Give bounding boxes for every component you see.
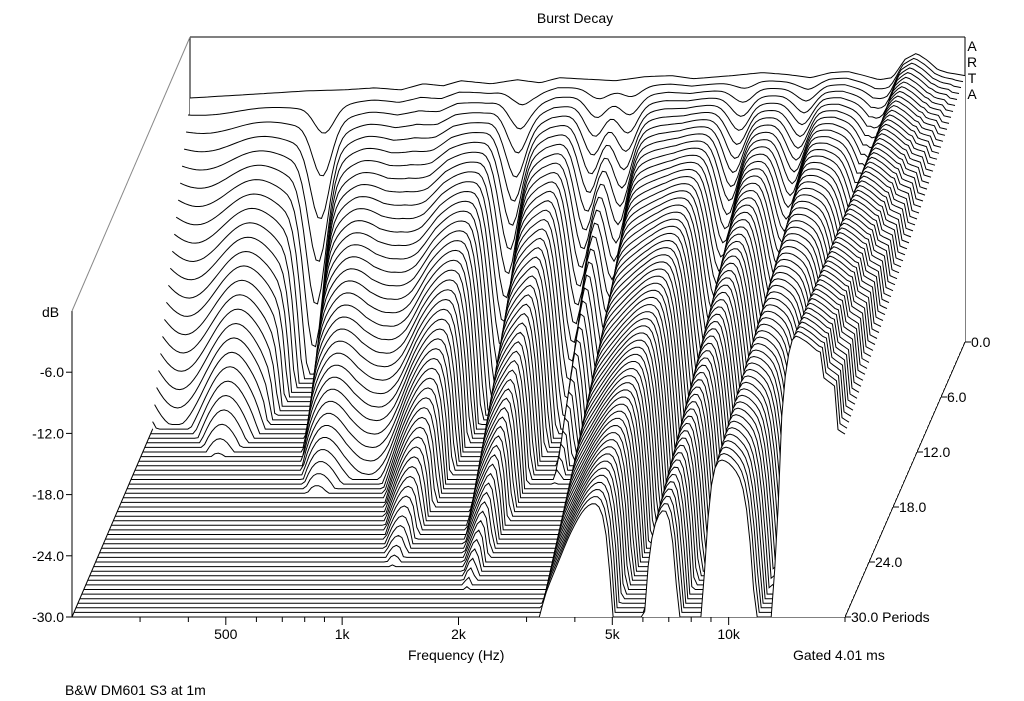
decay-slice-line	[127, 203, 902, 490]
decay-slice-line	[171, 95, 948, 384]
decay-slice-line	[123, 213, 898, 499]
decay-slice-line	[140, 170, 916, 458]
decay-slice-line	[85, 302, 860, 586]
decay-slice-line	[134, 184, 910, 471]
y-tick-label: -6.0	[40, 364, 64, 380]
z-tick-label: 0.0	[971, 334, 991, 350]
decay-slice-line	[75, 326, 850, 609]
decay-slice-line	[109, 246, 884, 531]
decay-slice-line	[181, 72, 958, 262]
decay-slice-line	[125, 208, 900, 494]
z-tick-label: 24.0	[875, 554, 902, 570]
decay-slice-line	[144, 161, 920, 448]
x-tick-label: 500	[214, 626, 238, 642]
decay-slice-line	[164, 114, 940, 403]
decay-slice-line	[136, 180, 912, 467]
decay-slice-line	[91, 288, 866, 572]
decay-slice-line	[83, 307, 858, 590]
decay-slice-line	[119, 222, 894, 508]
decay-slice-line	[117, 227, 892, 514]
measurement-note: B&W DM601 S3 at 1m	[65, 682, 206, 698]
decay-slice-line	[97, 274, 872, 558]
decay-slice-line	[74, 330, 848, 613]
decay-slice-line	[186, 62, 962, 177]
decay-slice-line	[138, 175, 914, 462]
z-tick-label: 18.0	[899, 499, 926, 515]
decay-slice-line	[89, 293, 864, 577]
decay-slice-line	[87, 297, 862, 581]
brand-letter: R	[966, 54, 978, 70]
decay-slice-line	[142, 166, 918, 453]
decay-slice-line	[95, 279, 870, 563]
top-left-depth-edge	[71, 36, 191, 312]
z-tick-label: 30.0 Periods	[851, 609, 930, 625]
decay-slice-line	[146, 156, 922, 444]
decay-slice-line	[121, 217, 896, 503]
decay-slice-line	[150, 147, 926, 435]
decay-slice-line	[77, 321, 852, 604]
x-tick-label: 5k	[605, 626, 621, 642]
decay-slice-line	[133, 189, 908, 476]
decay-slice-line	[168, 104, 944, 393]
decay-slice-line	[105, 255, 880, 540]
decay-slice-line	[175, 86, 952, 375]
decay-slice-line	[169, 100, 946, 389]
decay-slice-line	[158, 128, 934, 416]
decay-slice-line	[107, 250, 882, 535]
brand-letter: A	[967, 86, 977, 102]
y-tick-label: -24.0	[32, 548, 64, 564]
decay-slice-line	[189, 53, 966, 99]
decay-slice-line	[166, 109, 942, 398]
decay-slice-line	[160, 123, 936, 412]
y-axis-label: dB	[42, 304, 60, 320]
y-axis: -6.0 -12.0 -18.0 -24.0 -30.0	[32, 364, 72, 625]
decay-slice-line	[103, 260, 878, 545]
x-tick-label: 10k	[717, 626, 741, 642]
decay-slice-line	[177, 81, 954, 348]
brand-letter: T	[967, 70, 977, 86]
decay-slice-line	[187, 57, 964, 134]
chart-title: Burst Decay	[536, 10, 614, 26]
z-axis: 0.0 6.0 12.0 18.0 24.0 30.0 Periods	[845, 334, 991, 625]
gating-note: Gated 4.01 ms	[793, 647, 885, 663]
z-tick-label: 6.0	[947, 389, 967, 405]
decay-slice-line	[174, 90, 950, 380]
y-tick-label: -18.0	[32, 487, 64, 503]
decay-slice-line	[115, 232, 890, 517]
decay-slice-fill	[72, 336, 845, 617]
decay-slice-line	[101, 264, 876, 549]
decay-slice-line	[111, 241, 886, 526]
decay-slice-line	[148, 152, 924, 439]
decay-slice-line	[154, 137, 930, 425]
decay-slice-line	[162, 119, 938, 407]
decay-slice-line	[183, 67, 960, 219]
decay-slices	[72, 53, 966, 618]
decay-slice-line	[93, 283, 868, 568]
y-tick-label: -12.0	[32, 425, 64, 441]
decay-slice-line	[152, 142, 928, 430]
arta-brand: A R T A	[965, 38, 979, 102]
z-tick-label: 12.0	[923, 444, 950, 460]
y-tick-label: -30.0	[32, 609, 64, 625]
brand-letter: A	[967, 38, 977, 54]
decay-slice-line	[131, 194, 906, 480]
decay-slice-line	[129, 199, 904, 485]
x-tick-label: 2k	[451, 626, 467, 642]
decay-slice-line	[99, 269, 874, 554]
x-axis: 500 1k 2k 5k 10k	[139, 617, 846, 642]
decay-slice-line	[113, 236, 888, 522]
x-axis-label: Frequency (Hz)	[408, 647, 505, 663]
decay-slice-line	[81, 312, 856, 595]
decay-slice-line	[179, 76, 956, 305]
x-tick-label: 1k	[335, 626, 351, 642]
decay-slice-line	[79, 316, 854, 600]
decay-slice-line	[156, 133, 932, 421]
